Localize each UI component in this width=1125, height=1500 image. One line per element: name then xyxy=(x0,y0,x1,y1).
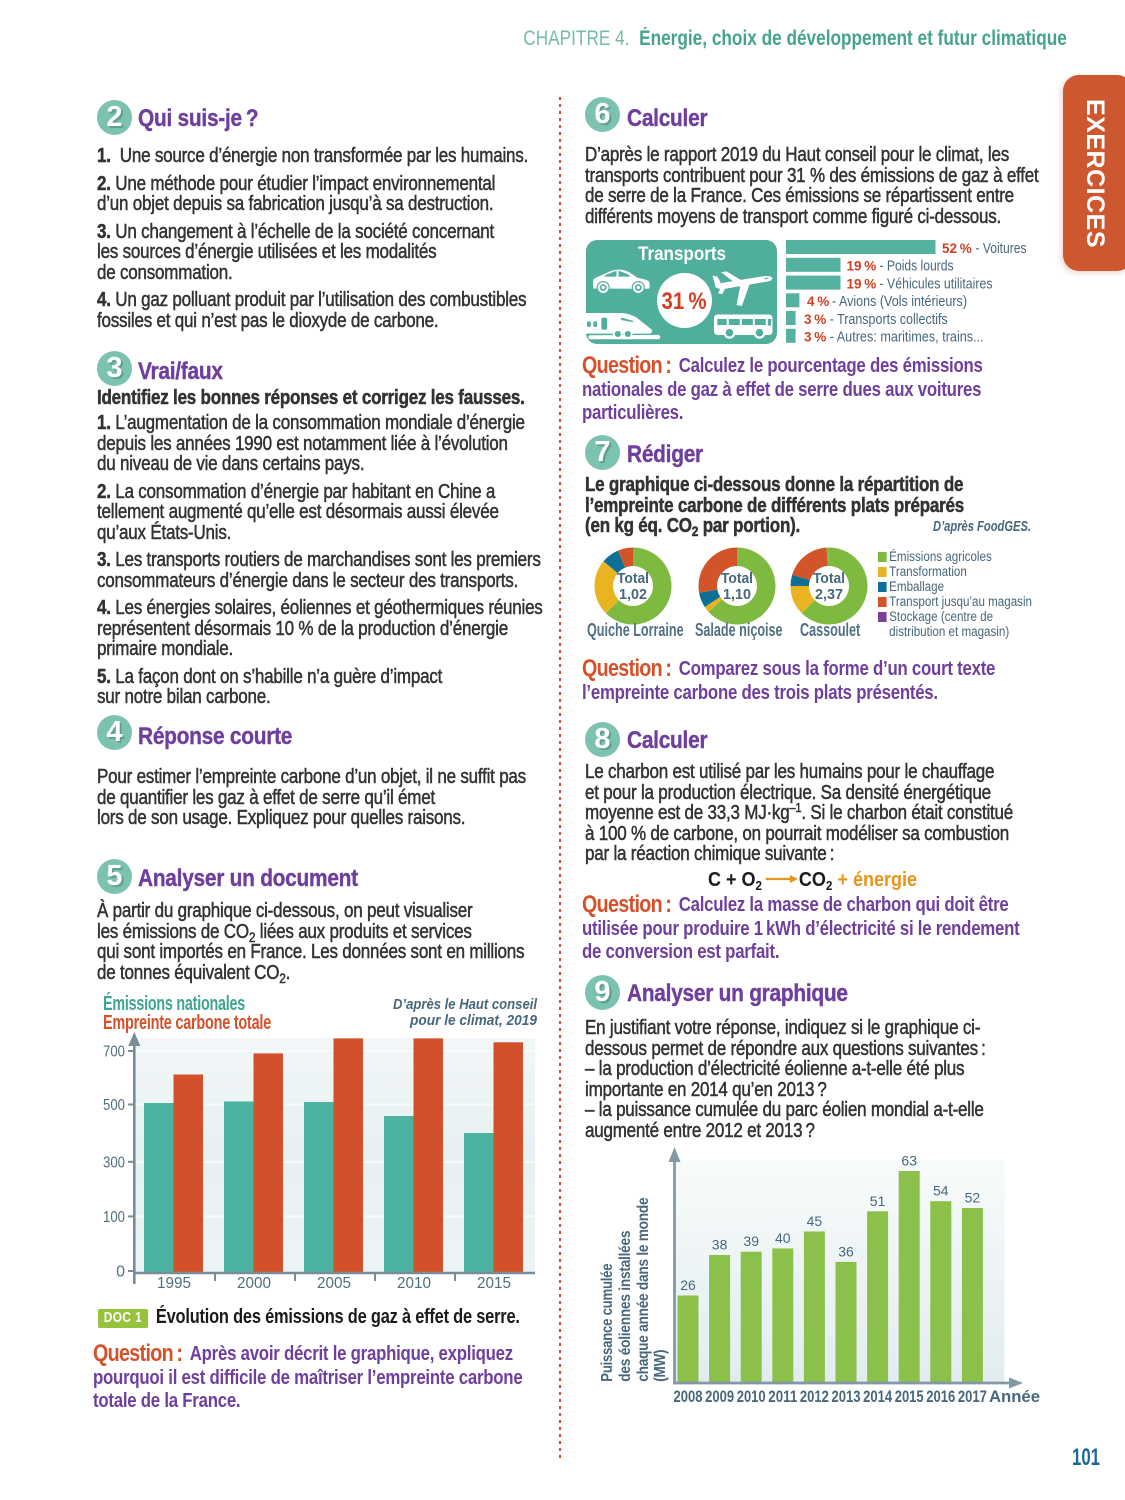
svg-text:3 %: 3 % xyxy=(804,330,826,345)
svg-text:pour le climat, 2019: pour le climat, 2019 xyxy=(409,1012,538,1029)
svg-text:- Poids lourds: - Poids lourds xyxy=(880,259,954,275)
svg-text:chaque année dans le monde: chaque année dans le monde xyxy=(635,1197,652,1382)
svg-text:2011: 2011 xyxy=(768,1388,797,1406)
svg-text:1,02: 1,02 xyxy=(619,587,647,603)
svg-text:Total: Total xyxy=(617,571,649,587)
svg-text:- Autres: maritimes, trains...: - Autres: maritimes, trains... xyxy=(830,330,984,346)
svg-text:2012: 2012 xyxy=(800,1388,829,1406)
svg-text:Transports: Transports xyxy=(638,243,726,265)
svg-text:500: 500 xyxy=(103,1097,125,1114)
svg-text:D’après le Haut conseil: D’après le Haut conseil xyxy=(393,996,538,1013)
svg-text:2005: 2005 xyxy=(317,1275,351,1292)
svg-text:Année: Année xyxy=(989,1388,1040,1406)
svg-text:39: 39 xyxy=(743,1233,759,1249)
svg-text:3 %: 3 % xyxy=(804,312,826,327)
svg-text:19 %: 19 % xyxy=(847,276,877,291)
svg-text:40: 40 xyxy=(775,1230,791,1246)
svg-text:Émissions nationales: Émissions nationales xyxy=(103,992,245,1015)
svg-text:des éoliennes installées: des éoliennes installées xyxy=(617,1231,634,1382)
svg-text:2015: 2015 xyxy=(477,1275,511,1292)
svg-text:4 %: 4 % xyxy=(807,294,829,309)
svg-text:52: 52 xyxy=(965,1190,981,1206)
svg-text:Total: Total xyxy=(721,571,753,587)
svg-text:0: 0 xyxy=(116,1264,125,1281)
svg-text:2000: 2000 xyxy=(237,1275,271,1292)
svg-text:54: 54 xyxy=(933,1183,949,1199)
svg-text:2009: 2009 xyxy=(705,1388,734,1406)
svg-text:2014: 2014 xyxy=(863,1388,893,1406)
svg-text:2,37: 2,37 xyxy=(815,587,843,603)
svg-text:63: 63 xyxy=(901,1153,917,1169)
svg-text:19 %: 19 % xyxy=(847,259,877,274)
svg-text:45: 45 xyxy=(807,1213,823,1229)
svg-text:26: 26 xyxy=(680,1277,696,1293)
svg-text:2016: 2016 xyxy=(926,1388,955,1406)
svg-text:- Voitures: - Voitures xyxy=(976,241,1027,257)
svg-text:36: 36 xyxy=(838,1243,854,1259)
svg-text:Puissance cumulée: Puissance cumulée xyxy=(599,1263,616,1382)
svg-text:1,10: 1,10 xyxy=(723,587,751,603)
svg-text:2008: 2008 xyxy=(674,1388,703,1406)
svg-text:2017: 2017 xyxy=(958,1388,987,1406)
svg-text:Empreinte carbone totale: Empreinte carbone totale xyxy=(103,1012,271,1034)
svg-text:- Véhicules utilitaires: - Véhicules utilitaires xyxy=(880,276,993,292)
svg-text:38: 38 xyxy=(712,1237,728,1253)
svg-text:(MW): (MW) xyxy=(652,1350,669,1382)
svg-text:52 %: 52 % xyxy=(942,241,972,256)
svg-text:2010: 2010 xyxy=(397,1275,431,1292)
svg-text:51: 51 xyxy=(870,1193,886,1209)
svg-text:2015: 2015 xyxy=(895,1388,924,1406)
svg-text:2013: 2013 xyxy=(832,1388,861,1406)
svg-text:- Avions (Vols intérieurs): - Avions (Vols intérieurs) xyxy=(832,294,967,310)
svg-text:Total: Total xyxy=(813,571,845,587)
svg-text:300: 300 xyxy=(103,1154,125,1171)
svg-text:700: 700 xyxy=(103,1044,125,1061)
svg-text:100: 100 xyxy=(103,1209,125,1226)
svg-text:1995: 1995 xyxy=(157,1275,191,1292)
svg-text:31 %: 31 % xyxy=(662,288,707,315)
svg-text:2010: 2010 xyxy=(737,1388,766,1406)
svg-text:- Transports collectifs: - Transports collectifs xyxy=(830,312,948,328)
